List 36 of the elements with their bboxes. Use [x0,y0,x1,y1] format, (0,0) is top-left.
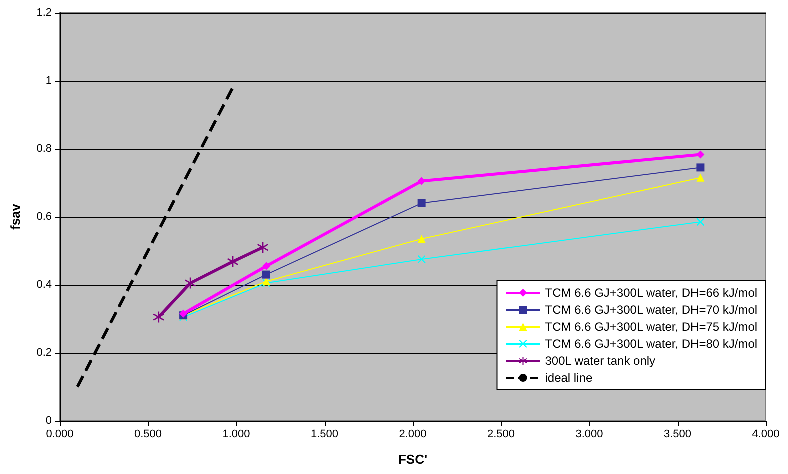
legend-label: TCM 6.6 GJ+300L water, DH=66 kJ/mol [545,286,758,300]
point [696,218,705,226]
y-tick-label: 0.6 [36,211,52,223]
x-tick-label: 4.000 [752,428,780,440]
y-tick-label: 0.8 [36,143,52,155]
legend-label: ideal line [545,371,593,385]
x-tick-label: 0.000 [46,428,74,440]
legend-label: 300L water tank only [545,354,656,368]
x-axis-title: FSC' [398,452,428,467]
point [262,262,271,270]
y-tick-label: 0.2 [36,347,52,359]
y-tick-label: 1.2 [36,7,52,19]
x-tick-label: 2.000 [399,428,427,440]
point [262,270,271,279]
point [696,164,705,172]
point [418,256,426,264]
x-tick-label: 3.000 [576,428,604,440]
point [185,278,196,289]
x-tick-label: 0.500 [134,428,162,440]
legend-label: TCM 6.6 GJ+300L water, DH=75 kJ/mol [545,320,758,334]
y-tick-label: 0.4 [36,279,52,291]
x-tick-label: 1.000 [222,428,250,440]
x-tick-label: 3.500 [664,428,692,440]
point [153,312,164,323]
legend-label: TCM 6.6 GJ+300L water, DH=80 kJ/mol [545,337,758,351]
x-tick-label: 2.500 [487,428,516,440]
x-tick-label: 1.500 [310,428,339,440]
legend-label: TCM 6.6 GJ+300L water, DH=70 kJ/mol [545,303,758,317]
point [696,174,705,182]
y-tick-label: 1 [46,75,52,87]
y-tick-label: 0 [46,415,52,427]
point [418,199,426,208]
point [257,242,268,254]
point [227,256,238,268]
point [418,235,426,244]
y-axis-title: fsav [8,203,23,230]
